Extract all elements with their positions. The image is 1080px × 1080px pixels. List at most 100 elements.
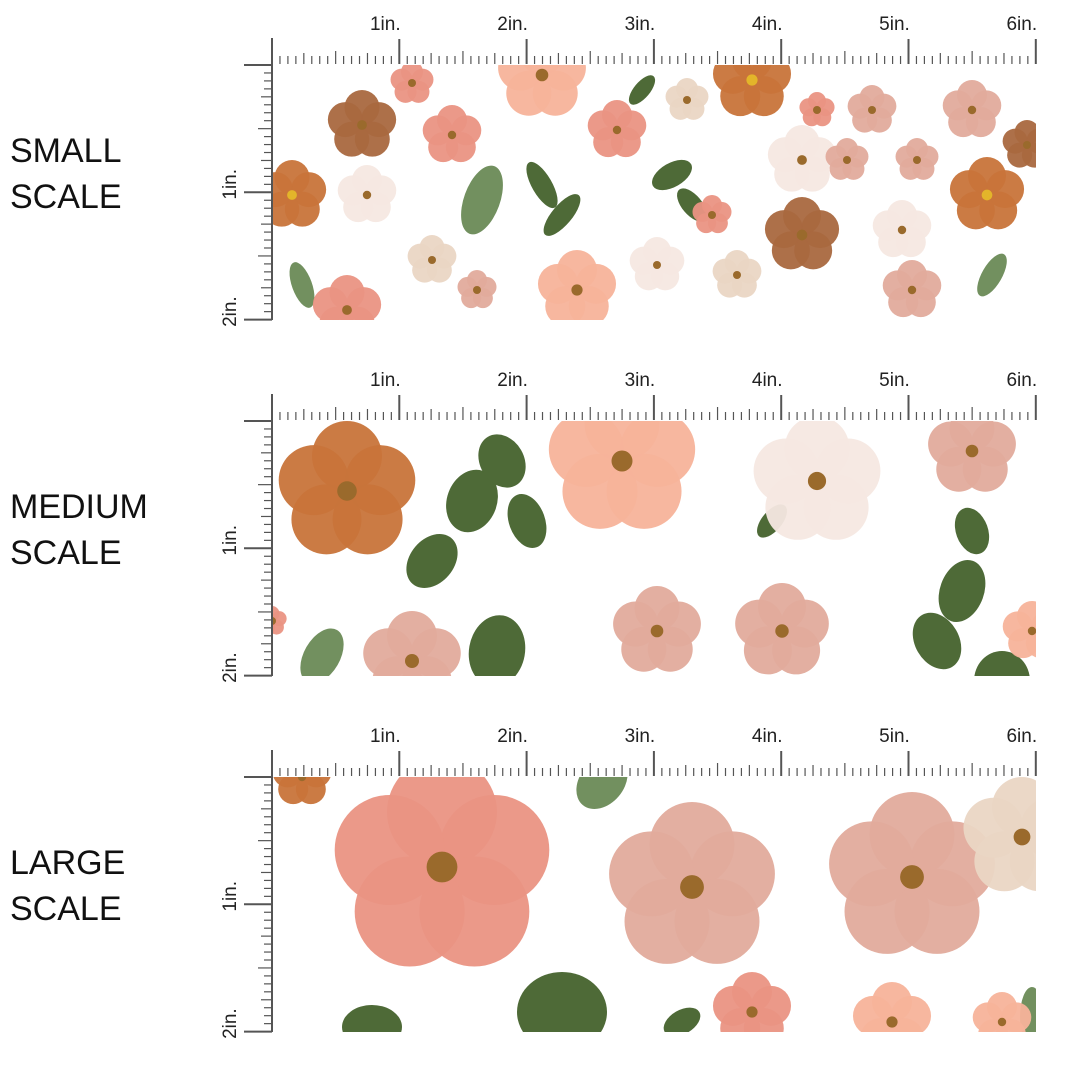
petal	[665, 85, 688, 108]
scale-label: SCALE	[10, 534, 122, 572]
petal	[882, 270, 913, 301]
petal	[942, 90, 973, 121]
petal	[712, 985, 753, 1026]
flower	[587, 100, 647, 158]
fabric-pattern	[272, 421, 1036, 676]
flower	[278, 421, 416, 555]
flower	[390, 65, 434, 103]
flower-center	[796, 229, 808, 241]
scale-label: SCALE	[10, 890, 122, 928]
petal	[949, 170, 988, 209]
flower	[498, 65, 586, 116]
leaf	[954, 507, 990, 555]
petal	[609, 831, 695, 917]
flower-center	[907, 285, 917, 295]
flower	[537, 250, 617, 320]
ruler-label: 5in.	[879, 726, 910, 747]
petal	[799, 98, 818, 117]
flower-center	[683, 96, 691, 104]
leaf	[938, 560, 986, 622]
leaf	[461, 165, 503, 235]
petal	[548, 421, 624, 487]
ruler-label: 5in.	[879, 370, 910, 391]
ruler-label: 1in.	[220, 525, 241, 556]
petal	[287, 747, 317, 777]
petal	[457, 276, 478, 297]
flower-center	[981, 189, 993, 201]
flower	[337, 165, 397, 223]
petal	[1002, 611, 1033, 642]
petal	[692, 201, 713, 222]
flower	[949, 157, 1025, 230]
flower-center	[297, 777, 307, 782]
ruler-label: 2in.	[497, 726, 528, 747]
flower	[872, 200, 932, 258]
leaf	[446, 469, 498, 533]
petal	[972, 1002, 1003, 1032]
leaf	[406, 534, 458, 588]
flower-center	[965, 444, 979, 458]
fabric-pattern	[272, 747, 1036, 1032]
flower-center	[967, 105, 977, 115]
flower-center	[997, 1017, 1007, 1027]
leaf	[912, 612, 962, 670]
flower	[829, 792, 995, 954]
flower	[799, 92, 835, 127]
ruler-label: 1in.	[370, 14, 401, 35]
flower	[1002, 120, 1036, 168]
leaf	[289, 262, 315, 308]
petal	[613, 601, 659, 647]
flower-center	[1013, 828, 1031, 846]
flower-center	[342, 305, 352, 315]
ruler-label: 2in.	[497, 370, 528, 391]
petal	[327, 102, 363, 138]
ruler-label: 2in.	[220, 296, 241, 327]
petal	[712, 65, 753, 94]
flower	[629, 237, 685, 291]
ruler-label: 6in.	[1006, 370, 1037, 391]
flower	[272, 160, 327, 227]
flower-center	[571, 284, 583, 296]
petal	[390, 68, 413, 91]
flower-center	[746, 74, 758, 86]
flower-center	[733, 271, 741, 279]
flower	[852, 982, 932, 1032]
flower-center	[447, 130, 457, 140]
ruler-label: 5in.	[879, 14, 910, 35]
flower	[767, 125, 837, 192]
flower	[928, 421, 1016, 492]
flower	[613, 586, 701, 672]
flower	[753, 421, 881, 540]
flower	[407, 235, 457, 283]
petal	[1002, 128, 1028, 154]
ruler-label: 2in.	[497, 14, 528, 35]
petal	[272, 616, 273, 621]
flower	[712, 65, 792, 117]
leaf	[468, 615, 526, 676]
flower	[327, 90, 397, 157]
petal	[928, 421, 974, 467]
leaf	[300, 628, 344, 676]
petal	[764, 210, 803, 249]
petal	[363, 628, 414, 676]
ruler-label: 3in.	[625, 726, 656, 747]
leaf	[576, 777, 628, 809]
petal	[272, 172, 293, 208]
leaf	[974, 651, 1030, 676]
flower	[457, 270, 497, 309]
petal	[847, 93, 873, 119]
ruler-label: 3in.	[625, 370, 656, 391]
flower-center	[900, 865, 924, 889]
flower	[712, 972, 792, 1032]
flower-center	[535, 68, 549, 82]
flower-center	[708, 211, 716, 219]
ruler-label: 1in.	[220, 169, 241, 200]
flower-center	[653, 261, 661, 269]
petal	[407, 243, 433, 269]
flower-center	[287, 190, 297, 200]
ruler-label: 4in.	[752, 726, 783, 747]
flower	[825, 138, 869, 180]
flower	[312, 275, 382, 320]
flower	[735, 583, 829, 675]
